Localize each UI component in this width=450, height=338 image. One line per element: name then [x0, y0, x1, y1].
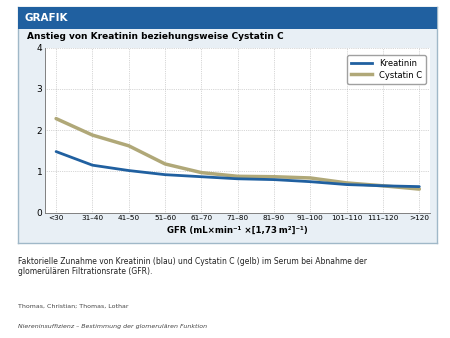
Cystatin C — [54, 117, 59, 121]
Cystatin C — [417, 187, 422, 191]
Cystatin C — [199, 171, 204, 175]
Kreatinin — [235, 177, 240, 181]
Text: Thomas, Christian; Thomas, Lothar: Thomas, Christian; Thomas, Lothar — [18, 304, 129, 309]
Kreatinin — [54, 149, 59, 153]
Kreatinin — [199, 175, 204, 179]
Text: GRAFIK: GRAFIK — [24, 13, 68, 23]
Text: Anstieg von Kreatinin beziehungsweise Cystatin C: Anstieg von Kreatinin beziehungsweise Cy… — [27, 32, 284, 41]
Cystatin C — [235, 174, 240, 178]
Cystatin C — [162, 162, 168, 166]
Kreatinin — [308, 180, 313, 184]
Cystatin C — [344, 181, 349, 185]
Kreatinin — [380, 184, 386, 188]
Kreatinin — [126, 169, 131, 173]
Cystatin C — [380, 184, 386, 188]
Line: Cystatin C: Cystatin C — [56, 119, 419, 189]
Cystatin C — [308, 176, 313, 180]
Cystatin C — [126, 144, 131, 148]
Text: Niereninsuffizienz – Bestimmung der glomerulären Funktion: Niereninsuffizienz – Bestimmung der glom… — [18, 324, 207, 330]
Kreatinin — [271, 177, 277, 182]
Line: Kreatinin: Kreatinin — [56, 151, 419, 187]
Kreatinin — [90, 163, 95, 167]
X-axis label: GFR (mL×min⁻¹ ×[1,73 m²]⁻¹): GFR (mL×min⁻¹ ×[1,73 m²]⁻¹) — [167, 225, 308, 235]
Cystatin C — [271, 175, 277, 179]
Kreatinin — [162, 173, 168, 177]
Text: Faktorielle Zunahme von Kreatinin (blau) und Cystatin C (gelb) im Serum bei Abna: Faktorielle Zunahme von Kreatinin (blau)… — [18, 257, 367, 276]
Cystatin C — [90, 133, 95, 137]
Kreatinin — [344, 183, 349, 187]
Kreatinin — [417, 185, 422, 189]
Legend: Kreatinin, Cystatin C: Kreatinin, Cystatin C — [347, 55, 426, 84]
